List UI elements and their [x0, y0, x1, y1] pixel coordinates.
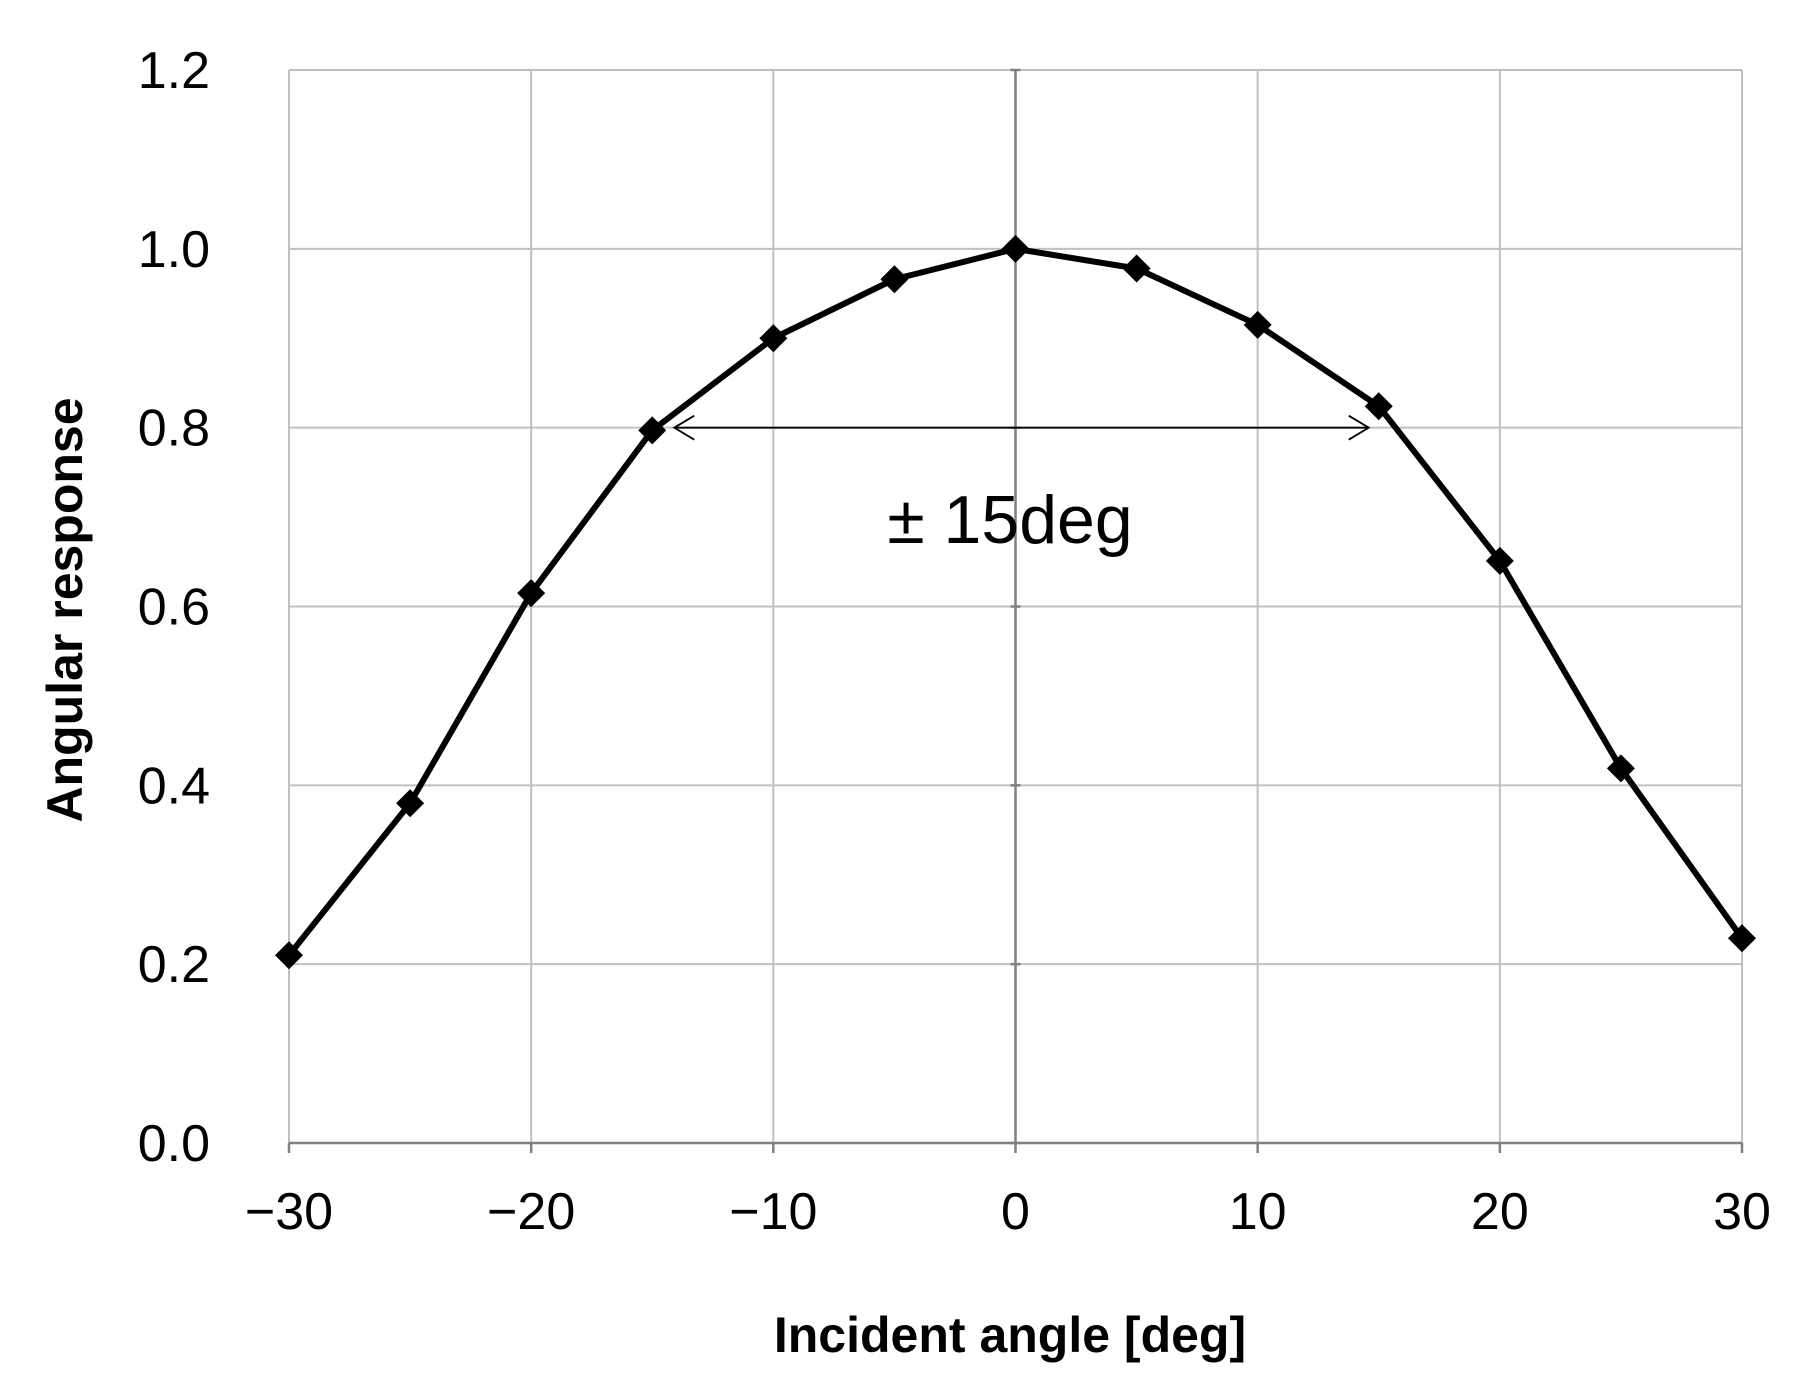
x-tick-label: −20 [487, 1183, 575, 1241]
data-point [759, 324, 788, 353]
data-point [1001, 234, 1030, 263]
data-point [880, 265, 909, 294]
x-tick-label: 30 [1713, 1183, 1771, 1241]
x-tick-label: 10 [1229, 1183, 1287, 1241]
axes [287, 68, 1744, 1153]
x-axis-title: Incident angle [deg] [774, 1307, 1246, 1363]
data-point [1485, 546, 1514, 575]
x-tick-labels: −30 −20 −10 0 10 20 30 [245, 1183, 1771, 1241]
y-tick-label: 1.0 [138, 221, 210, 279]
data-point [1606, 754, 1635, 783]
y-tick-label: 0.4 [138, 757, 210, 815]
data-point [638, 416, 667, 445]
data-point [1122, 254, 1151, 283]
y-tick-label: 0.0 [138, 1115, 210, 1173]
annotation-arrowhead-left [672, 414, 695, 441]
data-point [275, 941, 303, 970]
data-point [1364, 392, 1393, 421]
x-tick-label: −10 [729, 1183, 817, 1241]
data-point [1728, 924, 1756, 953]
data-point [396, 789, 425, 818]
x-tick-label: −30 [245, 1183, 333, 1241]
data-point [517, 579, 546, 608]
y-tick-label: 0.8 [138, 400, 210, 458]
annotation-arrowhead-right [1348, 414, 1371, 441]
x-tick-label: 20 [1471, 1183, 1529, 1241]
annotation-label: ± 15deg [887, 482, 1132, 558]
y-tick-label: 1.2 [138, 42, 210, 100]
y-axis-title: Angular response [37, 397, 93, 822]
y-tick-labels: 0.0 0.2 0.4 0.6 0.8 1.0 1.2 [138, 42, 210, 1173]
data-markers [275, 234, 1756, 970]
y-tick-label: 0.6 [138, 579, 210, 637]
data-point [1243, 310, 1272, 339]
annotation: ± 15deg [672, 414, 1371, 558]
y-tick-label: 0.2 [138, 936, 210, 994]
x-tick-label: 0 [1001, 1183, 1030, 1241]
